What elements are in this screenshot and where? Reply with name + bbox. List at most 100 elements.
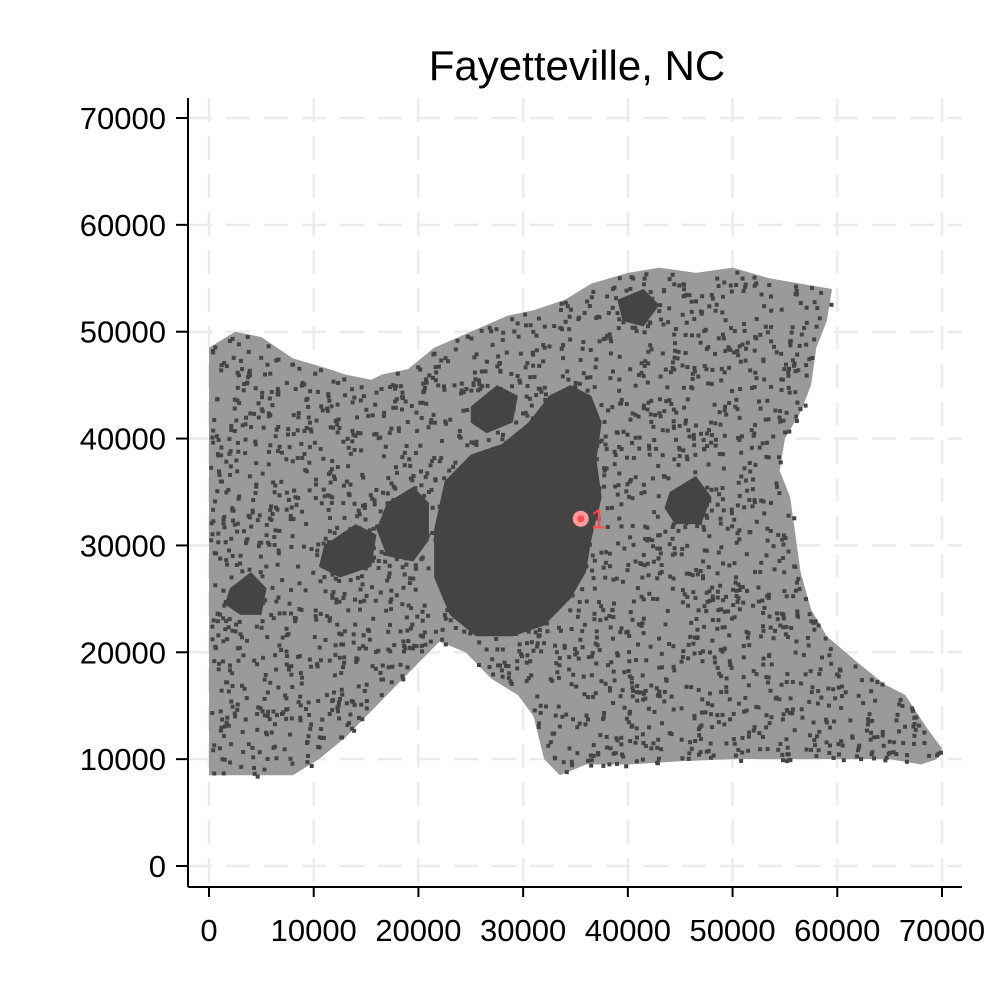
parcel-pixel: [669, 694, 674, 699]
parcel-pixel: [542, 613, 547, 618]
parcel-pixel: [581, 340, 586, 344]
parcel-pixel: [245, 335, 250, 339]
parcel-pixel: [564, 564, 569, 568]
parcel-pixel: [372, 502, 377, 507]
parcel-pixel: [721, 508, 726, 513]
parcel-pixel: [666, 320, 671, 325]
parcel-pixel: [555, 411, 560, 416]
x-tick-label: 0: [200, 913, 217, 948]
parcel-pixel: [469, 440, 474, 445]
parcel-pixel: [640, 621, 645, 626]
parcel-pixel: [744, 629, 749, 634]
map-markers: 1: [572, 504, 606, 535]
parcel-pixel: [584, 713, 589, 718]
parcel-pixel: [521, 567, 526, 571]
parcel-pixel: [340, 692, 345, 697]
parcel-pixel: [681, 649, 686, 654]
parcel-pixel: [347, 493, 352, 498]
parcel-pixel: [698, 520, 703, 525]
parcel-pixel: [348, 451, 353, 456]
parcel-pixel: [475, 531, 480, 536]
parcel-pixel: [611, 615, 616, 619]
y-tick-label: 50000: [80, 315, 166, 350]
parcel-pixel: [731, 737, 736, 742]
parcel-pixel: [786, 549, 791, 554]
parcel-pixel: [689, 299, 694, 304]
parcel-pixel: [701, 574, 705, 579]
parcel-pixel: [646, 349, 651, 354]
parcel-pixel: [752, 498, 757, 503]
parcel-pixel: [546, 582, 551, 587]
parcel-pixel: [912, 741, 916, 746]
parcel-pixel: [353, 597, 357, 602]
parcel-pixel: [474, 482, 479, 487]
parcel-pixel: [541, 343, 546, 347]
parcel-pixel: [365, 627, 370, 632]
parcel-pixel: [472, 456, 477, 461]
parcel-pixel: [557, 724, 562, 729]
parcel-pixel: [558, 325, 563, 330]
parcel-pixel: [582, 500, 587, 505]
parcel-pixel: [580, 587, 585, 592]
parcel-pixel: [305, 740, 310, 744]
parcel-pixel: [289, 588, 294, 592]
parcel-pixel: [560, 528, 565, 533]
parcel-pixel: [761, 357, 766, 362]
parcel-pixel: [530, 350, 535, 355]
parcel-pixel: [621, 320, 626, 325]
parcel-pixel: [828, 647, 833, 652]
parcel-pixel: [360, 574, 364, 579]
parcel-pixel: [599, 679, 604, 684]
parcel-pixel: [287, 445, 292, 450]
parcel-pixel: [649, 398, 654, 403]
parcel-pixel: [670, 552, 675, 557]
parcel-pixel: [256, 544, 261, 549]
parcel-pixel: [552, 512, 557, 516]
parcel-pixel: [754, 704, 759, 709]
parcel-pixel: [590, 651, 595, 656]
parcel-pixel: [767, 721, 772, 726]
parcel-pixel: [277, 529, 282, 533]
parcel-pixel: [793, 588, 798, 593]
parcel-pixel: [604, 550, 609, 555]
parcel-pixel: [354, 531, 359, 536]
parcel-pixel: [692, 317, 697, 321]
parcel-pixel: [767, 654, 771, 658]
parcel-pixel: [731, 603, 736, 607]
parcel-pixel: [468, 550, 473, 555]
parcel-pixel: [210, 624, 215, 629]
parcel-pixel: [779, 388, 784, 392]
parcel-pixel: [717, 671, 722, 676]
parcel-pixel: [326, 394, 331, 399]
parcel-pixel: [871, 735, 876, 740]
parcel-pixel: [865, 722, 870, 727]
parcel-pixel: [496, 663, 501, 668]
parcel-pixel: [598, 733, 603, 738]
parcel-pixel: [292, 488, 297, 493]
parcel-pixel: [335, 430, 340, 435]
parcel-pixel: [698, 340, 703, 345]
parcel-pixel: [317, 645, 322, 650]
parcel-pixel: [679, 659, 684, 664]
parcel-pixel: [222, 603, 227, 608]
parcel-pixel: [355, 575, 360, 580]
parcel-pixel: [253, 442, 258, 447]
parcel-pixel: [711, 598, 715, 602]
parcel-pixel: [587, 488, 592, 493]
parcel-pixel: [656, 756, 661, 761]
parcel-pixel: [670, 536, 675, 541]
parcel-pixel: [235, 469, 240, 474]
parcel-pixel: [277, 493, 282, 498]
parcel-pixel: [330, 467, 334, 472]
parcel-pixel: [477, 663, 481, 667]
parcel-pixel: [276, 551, 281, 556]
parcel-pixel: [649, 746, 654, 751]
parcel-pixel: [807, 612, 812, 617]
parcel-pixel: [809, 619, 814, 624]
parcel-pixel: [743, 358, 748, 363]
parcel-pixel: [501, 432, 505, 437]
parcel-pixel: [459, 586, 464, 591]
parcel-pixel: [451, 464, 456, 469]
parcel-pixel: [333, 643, 338, 648]
parcel-pixel: [514, 420, 519, 425]
